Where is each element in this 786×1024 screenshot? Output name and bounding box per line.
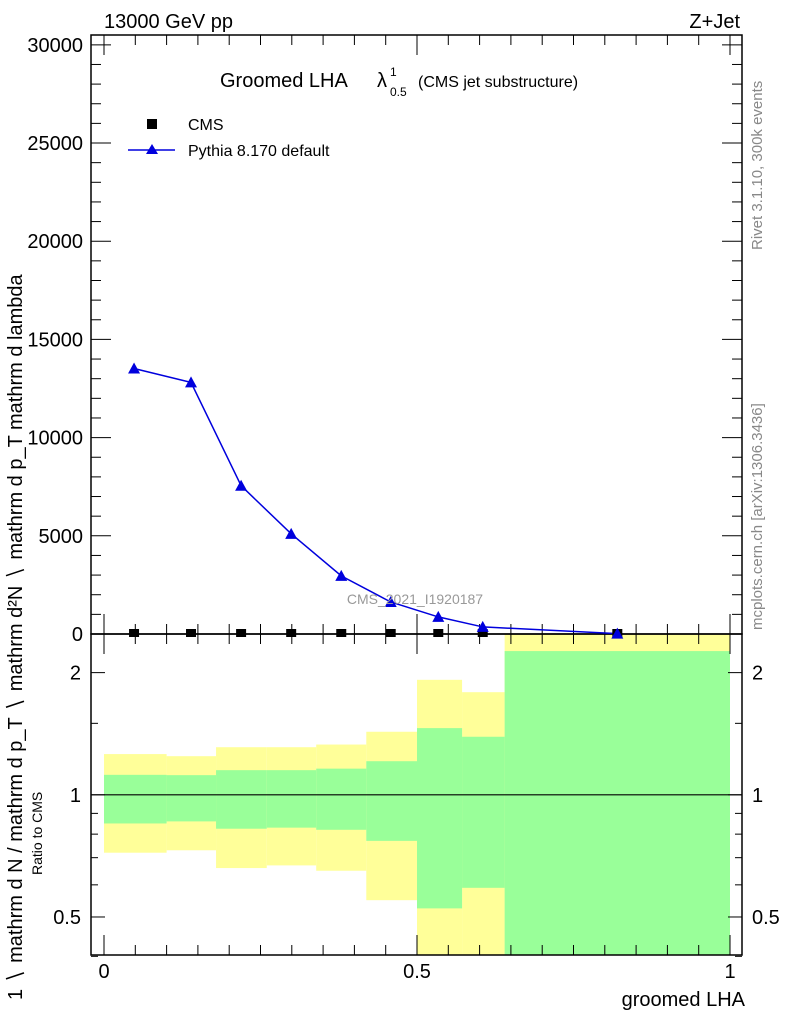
x-tick-label: 0 xyxy=(98,961,109,983)
ratio-ytick-label: 2 xyxy=(752,663,763,685)
title-text: Groomed LHA xyxy=(220,70,348,92)
header-right: Z+Jet xyxy=(689,11,740,33)
ylabel-fraction-bar-2 xyxy=(5,568,25,577)
legend-label-cms: CMS xyxy=(188,117,224,134)
cms-point xyxy=(286,629,297,637)
cms-point xyxy=(186,629,197,637)
title-sup: 1 xyxy=(390,65,397,79)
ratio-band-green xyxy=(366,761,417,841)
plot-title: Groomed LHA λ 1 0.5 (CMS jet substructur… xyxy=(220,65,578,99)
side-text-top: Rivet 3.1.10, 300k events xyxy=(749,81,766,250)
ratio-ytick-label: 0.5 xyxy=(53,907,81,929)
y-axis-label: 1 mathrm d N / mathrm d p_T mathrm d²N m… xyxy=(5,274,27,1000)
ratio-ytick-label: 1 xyxy=(752,785,763,807)
ratio-band-green xyxy=(166,775,217,822)
main-ytick-label: 25000 xyxy=(27,133,83,155)
main-ytick-label: 20000 xyxy=(27,231,83,253)
cms-point xyxy=(129,629,140,637)
x-tick-label: 1 xyxy=(724,961,735,983)
title-suffix: (CMS jet substructure) xyxy=(418,74,578,91)
legend-marker-pythia xyxy=(146,144,158,154)
ratio-band-green xyxy=(504,651,730,955)
ratio-ylabel: Ratio to CMS xyxy=(29,792,45,875)
cms-point xyxy=(336,629,347,637)
x-tick-label: 0.5 xyxy=(403,961,431,983)
title-symbol: λ xyxy=(377,70,387,92)
legend-label-pythia: Pythia 8.170 default xyxy=(188,143,330,160)
main-ytick-label: 5000 xyxy=(39,526,84,548)
ratio-ytick-label: 0.5 xyxy=(752,907,780,929)
legend-marker-cms xyxy=(147,119,157,129)
pythia-point xyxy=(128,362,141,374)
header-left: 13000 GeV pp xyxy=(104,11,233,33)
pythia-point xyxy=(185,376,198,388)
cms-point xyxy=(477,629,488,637)
ylabel-numerator-2: mathrm d²N xyxy=(5,586,27,692)
main-ytick-label: 30000 xyxy=(27,35,83,57)
x-axis-label: groomed LHA xyxy=(622,989,746,1011)
main-panel: 0 5000 10000 15000 20000 25000 30000 xyxy=(27,34,743,955)
cms-point xyxy=(385,629,396,637)
ratio-ytick-label: 2 xyxy=(70,663,81,685)
ylabel-fraction-bar-1 xyxy=(5,972,25,980)
ratio-panel: 0.5 0.5 1 1 2 2 0 0.5 1 xyxy=(53,633,780,983)
cms-point xyxy=(433,629,444,637)
ylabel-denominator-1: mathrm d N / mathrm d p_T xyxy=(5,717,27,963)
pythia-point xyxy=(335,569,348,581)
pythia-point xyxy=(384,595,397,607)
pythia-point xyxy=(432,610,445,622)
side-text-bottom: mcplots.cern.ch [arXiv:1306.3436] xyxy=(749,403,766,630)
pythia-point xyxy=(611,627,624,639)
pythia-point xyxy=(476,620,489,632)
main-ytick-label: 0 xyxy=(72,624,83,646)
ratio-band-green xyxy=(316,768,367,830)
main-ytick-label: 10000 xyxy=(27,428,83,450)
ratio-band-green xyxy=(462,736,505,888)
pythia-point xyxy=(285,527,298,539)
ylabel-denominator-2: mathrm d p_T mathrm d lambda xyxy=(5,274,27,560)
ylabel-product-separator xyxy=(5,700,25,708)
pythia-point xyxy=(235,479,248,491)
title-sub: 0.5 xyxy=(390,85,407,99)
watermark: CMS_2021_I1920187 xyxy=(347,591,483,607)
legend: CMS Pythia 8.170 default xyxy=(128,117,330,160)
ratio-band-green xyxy=(104,774,167,824)
main-ytick-label: 15000 xyxy=(27,329,83,351)
ratio-band-green xyxy=(266,770,317,828)
ylabel-numerator-1: 1 xyxy=(5,989,27,1000)
ratio-band-green xyxy=(417,728,463,909)
ratio-band-green xyxy=(216,770,267,829)
ratio-ytick-label: 1 xyxy=(70,785,81,807)
cms-point xyxy=(236,629,247,637)
